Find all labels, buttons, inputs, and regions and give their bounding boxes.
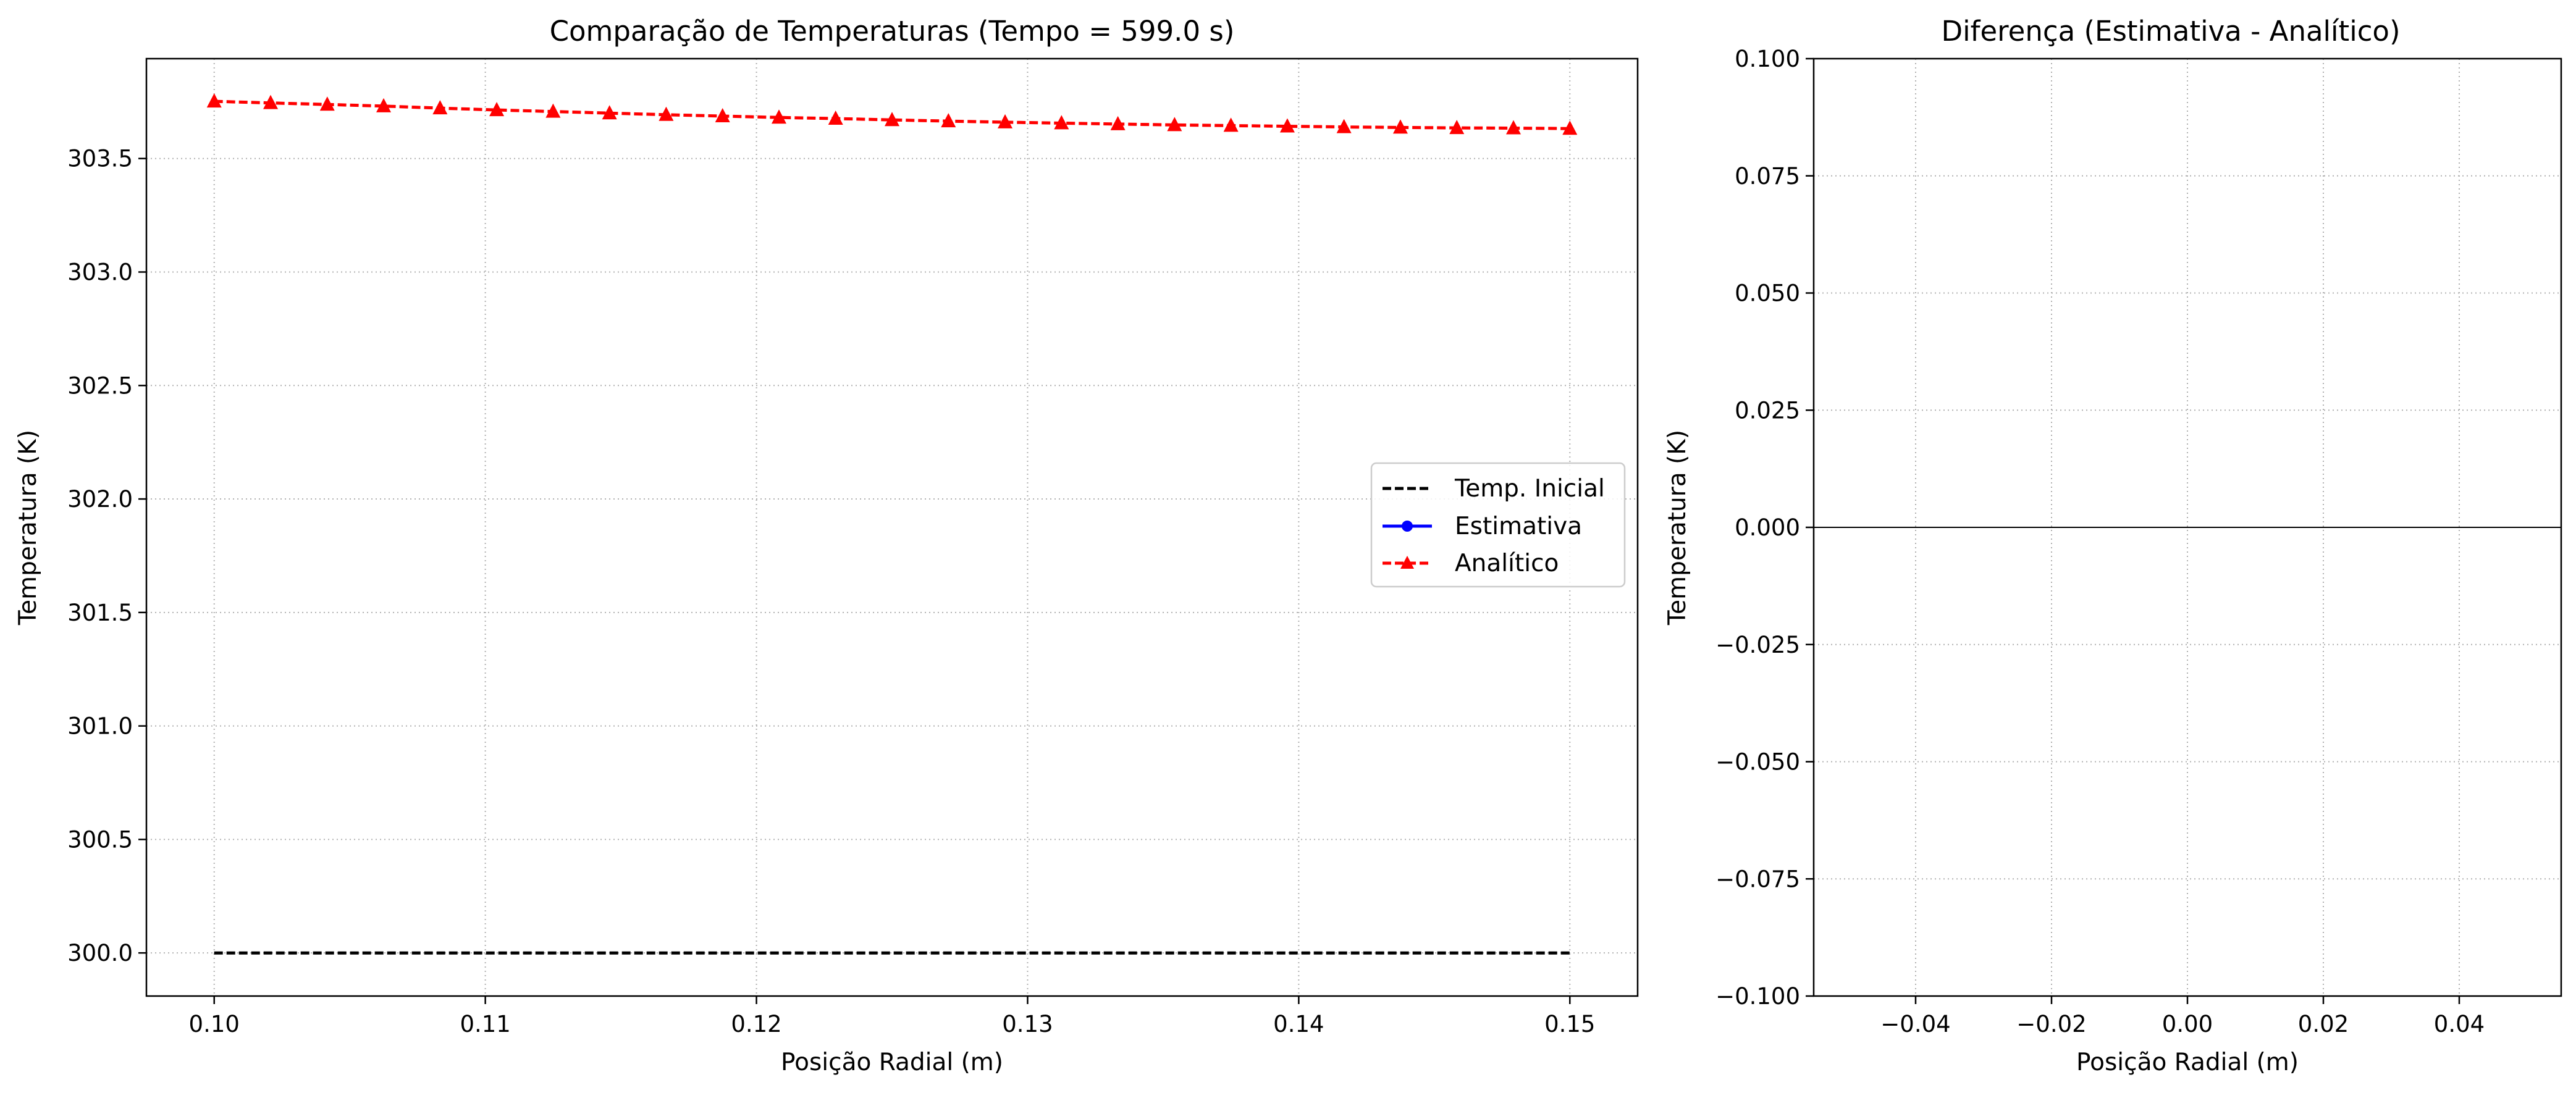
left-x-axis-label: Posição Radial (m) bbox=[781, 1049, 1003, 1076]
right-x-ticks: −0.04 −0.02 0.00 0.02 0.04 bbox=[1880, 996, 2485, 1037]
y-tick-label: 303.0 bbox=[67, 259, 133, 286]
data-point-marker bbox=[828, 111, 843, 125]
y-tick-label: −0.025 bbox=[1715, 632, 1800, 658]
data-point-marker bbox=[659, 106, 674, 121]
right-y-axis-label: Temperatura (K) bbox=[1664, 430, 1691, 626]
data-point-marker bbox=[1167, 117, 1182, 132]
legend-item-analitico: Analítico bbox=[1383, 550, 1559, 577]
data-point-marker bbox=[319, 96, 335, 111]
data-point-marker bbox=[489, 102, 505, 117]
data-point-marker bbox=[376, 98, 392, 112]
x-tick-label: 0.00 bbox=[2162, 1011, 2213, 1037]
x-tick-label: 0.15 bbox=[1544, 1011, 1595, 1037]
y-tick-label: 0.050 bbox=[1735, 280, 1800, 307]
y-tick-label: 301.0 bbox=[67, 713, 133, 740]
left-y-axis-label: Temperatura (K) bbox=[14, 430, 42, 626]
data-point-marker bbox=[545, 103, 561, 118]
data-point-marker bbox=[1392, 119, 1408, 134]
y-tick-label: 303.5 bbox=[67, 146, 133, 172]
legend-box bbox=[1370, 462, 1626, 588]
data-point-marker bbox=[941, 113, 956, 128]
y-tick-label: 300.5 bbox=[67, 826, 133, 853]
y-tick-label: −0.100 bbox=[1715, 983, 1800, 1010]
data-point-marker bbox=[263, 94, 279, 109]
x-tick-label: 0.02 bbox=[2298, 1011, 2349, 1037]
legend: Temp. Inicial Estimativa Analítico bbox=[1370, 462, 1626, 588]
left-y-ticks: 300.0 300.5 301.0 301.5 302.0 302.5 303.0 303.5 bbox=[67, 146, 146, 966]
right-panel: Diferença (Estimativa - Analítico) −0.04… bbox=[1664, 15, 2562, 1076]
left-plot-frame bbox=[145, 57, 1639, 997]
left-chart-title: Comparação de Temperaturas (Tempo = 599.… bbox=[550, 15, 1235, 48]
y-tick-label: 302.5 bbox=[67, 372, 133, 399]
left-panel: Comparação de Temperaturas (Tempo = 599.… bbox=[14, 15, 1639, 1076]
data-point-marker bbox=[885, 112, 899, 127]
y-tick-label: 302.0 bbox=[67, 486, 133, 513]
y-tick-label: 0.025 bbox=[1735, 397, 1800, 424]
y-tick-label: 0.100 bbox=[1735, 46, 1800, 72]
data-point-marker bbox=[1449, 120, 1465, 135]
x-tick-label: 0.14 bbox=[1273, 1011, 1324, 1037]
data-point-marker bbox=[771, 109, 786, 124]
x-tick-label: −0.02 bbox=[2016, 1011, 2086, 1037]
right-x-axis-label: Posição Radial (m) bbox=[2076, 1049, 2299, 1076]
data-point-marker bbox=[602, 105, 617, 120]
legend-label-estimativa: Estimativa bbox=[1455, 513, 1582, 540]
legend-item-temp-inicial: Temp. Inicial bbox=[1383, 475, 1605, 503]
legend-label-analitico: Analítico bbox=[1455, 550, 1559, 577]
data-point-marker bbox=[998, 114, 1013, 128]
y-tick-label: 301.5 bbox=[67, 600, 133, 626]
data-point-marker bbox=[1279, 118, 1295, 133]
x-tick-label: 0.11 bbox=[460, 1011, 510, 1037]
right-y-ticks: −0.100 −0.075 −0.050 −0.025 0.000 0.025 0.050 0… bbox=[1715, 46, 1814, 1010]
data-point-marker bbox=[1054, 115, 1069, 130]
x-tick-label: 0.12 bbox=[731, 1011, 781, 1037]
right-chart-title: Diferença (Estimativa - Analítico) bbox=[1941, 15, 2400, 48]
left-x-ticks: 0.10 0.11 0.12 0.13 0.14 0.15 bbox=[189, 996, 1595, 1037]
data-point-marker bbox=[1562, 120, 1578, 135]
left-series-markers bbox=[206, 93, 1578, 135]
y-tick-label: −0.050 bbox=[1715, 749, 1800, 776]
data-point-marker bbox=[1336, 119, 1352, 133]
x-tick-label: 0.10 bbox=[189, 1011, 240, 1037]
data-point-marker bbox=[432, 100, 448, 115]
y-tick-label: −0.075 bbox=[1715, 866, 1800, 892]
y-tick-label: 300.0 bbox=[67, 940, 133, 966]
data-point-marker bbox=[206, 93, 222, 108]
x-tick-label: −0.04 bbox=[1880, 1011, 1950, 1037]
y-tick-label: 0.075 bbox=[1735, 163, 1800, 190]
legend-item-estimativa: Estimativa bbox=[1383, 513, 1582, 540]
data-point-marker bbox=[1223, 117, 1239, 132]
data-point-marker bbox=[1505, 120, 1521, 135]
left-gridlines bbox=[146, 59, 1638, 996]
x-tick-label: 0.04 bbox=[2434, 1011, 2485, 1037]
legend-marker-estimativa bbox=[1402, 521, 1413, 532]
x-tick-label: 0.13 bbox=[1002, 1011, 1053, 1037]
legend-label-temp-inicial: Temp. Inicial bbox=[1454, 475, 1605, 503]
legend-marker-analitico bbox=[1400, 556, 1414, 569]
data-point-marker bbox=[1110, 115, 1126, 130]
data-point-marker bbox=[715, 107, 730, 122]
y-tick-label: 0.000 bbox=[1735, 514, 1800, 541]
